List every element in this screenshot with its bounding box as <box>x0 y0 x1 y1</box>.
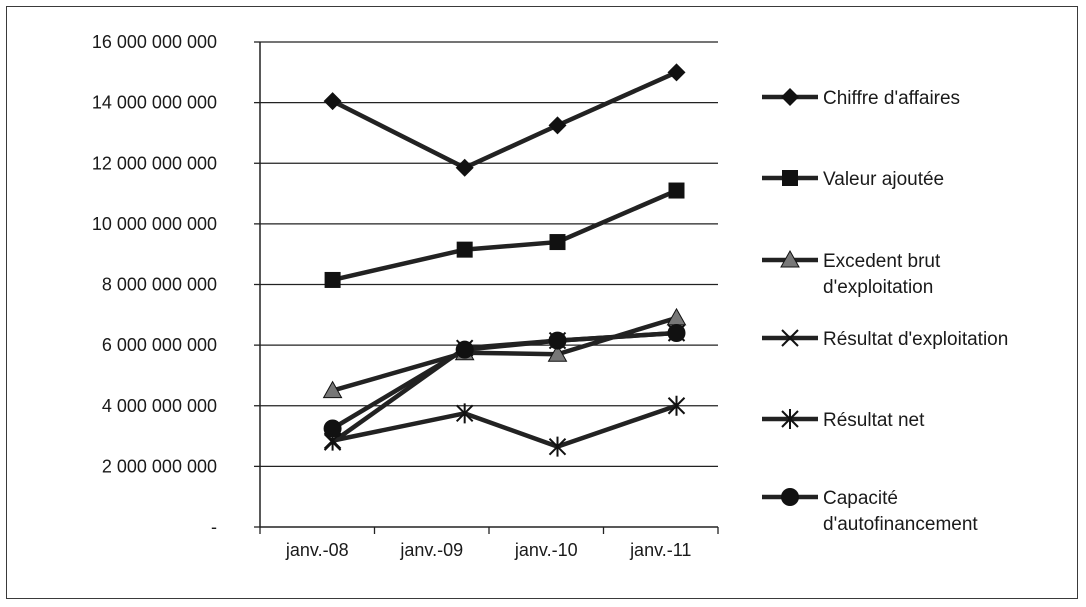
legend-marker <box>781 88 799 106</box>
y-tick-label: 10 000 000 000 <box>92 214 217 234</box>
data-point <box>548 436 567 457</box>
legend-label: Valeur ajoutée <box>823 169 944 190</box>
series-line <box>332 188 678 283</box>
data-point <box>455 340 474 359</box>
y-tick-labels: - 2 000 000 000 4 000 000 000 6 000 000 000… <box>92 32 217 537</box>
x-tick-label: janv.-11 <box>629 540 691 560</box>
legend-item: Chiffre d'affaires <box>762 88 960 109</box>
series-line <box>331 315 678 393</box>
data-point <box>548 331 567 350</box>
axes <box>254 41 719 534</box>
legend-marker <box>781 329 799 347</box>
series-triangle <box>322 307 687 399</box>
legend-item: Valeur ajoutée <box>762 169 944 190</box>
legend-label: Capacité d'autofinancement <box>823 488 978 535</box>
series-line <box>331 70 678 171</box>
legend-item: Résultat d'exploitation <box>762 329 1008 350</box>
data-point <box>667 63 686 82</box>
data-point <box>667 395 686 416</box>
legend-marker <box>781 488 799 506</box>
series-diamond <box>323 63 686 177</box>
chart-frame <box>6 6 1078 599</box>
data-point <box>322 380 343 399</box>
series-square <box>324 182 685 288</box>
legend-label: Résultat net <box>823 410 925 431</box>
legend-label: Chiffre d'affaires <box>823 88 960 109</box>
y-tick-label: 4 000 000 000 <box>102 396 217 416</box>
legend-item: Excedent brut d'exploitation <box>762 249 941 298</box>
legend-item: Capacité d'autofinancement <box>762 488 978 535</box>
x-tick-labels: janv.-08 janv.-09 janv.-10 janv.-11 <box>285 540 692 560</box>
data-point <box>456 241 473 258</box>
legend-marker <box>781 409 799 429</box>
data-point <box>549 234 566 251</box>
data-point <box>455 158 474 177</box>
y-tick-label: 8 000 000 000 <box>102 275 217 295</box>
data-point <box>323 92 342 111</box>
x-tick-label: janv.-09 <box>399 540 463 560</box>
data-point <box>455 403 474 424</box>
legend: Chiffre d'affaires Valeur ajoutée Excedent… <box>762 88 1008 535</box>
y-tick-label: 6 000 000 000 <box>102 335 217 355</box>
y-tick-label: 12 000 000 000 <box>92 153 217 173</box>
data-point <box>547 344 568 362</box>
legend-marker <box>782 170 798 186</box>
x-tick-label: janv.-08 <box>285 540 349 560</box>
series-star <box>323 395 686 457</box>
gridlines <box>260 41 718 468</box>
y-tick-label: 16 000 000 000 <box>92 32 217 52</box>
y-tick-label: 2 000 000 000 <box>102 456 217 476</box>
data-point <box>548 116 567 135</box>
series-line <box>331 330 677 431</box>
y-tick-label: 14 000 000 000 <box>92 93 217 113</box>
data-point <box>668 182 685 199</box>
data-point <box>666 307 687 326</box>
series-line <box>332 403 678 449</box>
data-point <box>323 419 342 438</box>
data-point <box>324 271 341 288</box>
legend-item: Résultat net <box>762 409 925 431</box>
series-circle <box>323 324 686 438</box>
legend-label: Résultat d'exploitation <box>823 329 1008 350</box>
y-tick-label: - <box>211 517 217 537</box>
x-tick-label: janv.-10 <box>514 540 578 560</box>
series <box>322 63 687 457</box>
legend-label: Excedent brut d'exploitation <box>823 251 941 298</box>
data-point <box>667 324 686 342</box>
legend-marker <box>780 249 800 268</box>
